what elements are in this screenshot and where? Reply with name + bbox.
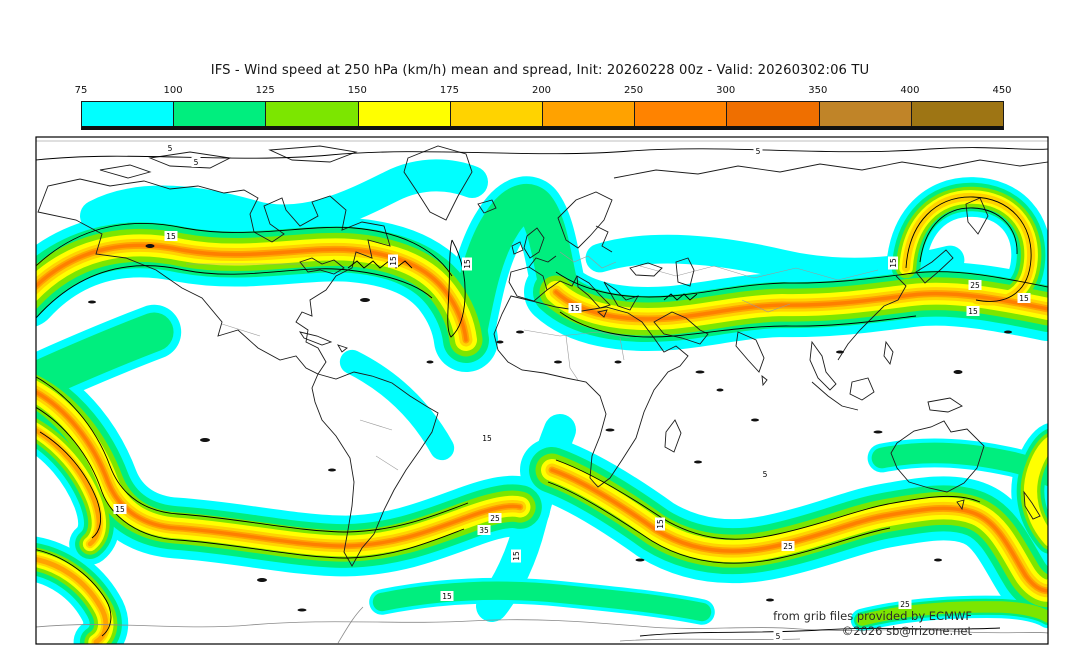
svg-text:25: 25 (490, 514, 500, 523)
jet-band-tasman-edge-band (1023, 437, 1048, 547)
colorbar-segment (266, 102, 359, 126)
svg-text:15: 15 (656, 519, 665, 529)
jet-band-southern-ocean-cyan (372, 581, 712, 622)
svg-text:5: 5 (776, 632, 781, 641)
attribution-source: from grib files provided by ECMWF (773, 609, 972, 623)
attribution-copyright: ©2026 sb@irizone.net (841, 624, 972, 638)
svg-text:15: 15 (968, 307, 978, 316)
colorbar-tick: 250 (624, 85, 644, 96)
colorbar-tick: 450 (992, 85, 1012, 96)
colorbar-tick: 200 (531, 85, 552, 96)
contour-label: 15 (113, 504, 127, 514)
contour-label: 15 (462, 257, 472, 271)
svg-text:15: 15 (889, 258, 898, 268)
contour-label: 15 (888, 256, 898, 270)
jet-band-hairpin-inner-arm (36, 428, 102, 547)
svg-text:5: 5 (763, 470, 768, 479)
colorbar-segment (819, 102, 912, 126)
contour-label: 35 (477, 525, 491, 535)
colorbar-segment (82, 102, 175, 126)
jet-band-mid-atlantic-cyan (339, 349, 455, 461)
svg-text:15: 15 (482, 434, 492, 443)
jet-band-eurasia-jet (554, 290, 1048, 321)
wind-speed-bands (36, 159, 1048, 644)
colorbar (81, 101, 1004, 130)
contour-label: 15 (568, 303, 582, 313)
svg-text:5: 5 (168, 144, 173, 153)
svg-text:25: 25 (970, 281, 980, 290)
colorbar-tick: 350 (808, 85, 828, 96)
contour-label: 5 (191, 157, 201, 167)
colorbar-tick: 150 (347, 85, 367, 96)
colorbar-tick: 75 (74, 85, 88, 96)
colorbar-segment (635, 102, 728, 126)
jet-band-south-pacific-hairpin (36, 390, 522, 548)
svg-text:25: 25 (900, 600, 910, 609)
svg-text:15: 15 (1019, 294, 1029, 303)
svg-text:5: 5 (756, 147, 761, 156)
colorbar-tick: 300 (716, 85, 736, 96)
spread-contours (36, 147, 1048, 637)
contour-label: 15 (966, 306, 980, 316)
jet-band-atlantic-spike (446, 184, 578, 360)
contour-label: 15 (440, 591, 454, 601)
svg-text:15: 15 (512, 551, 521, 561)
contour-label: 15 (1017, 293, 1031, 303)
contour-specks (88, 244, 1012, 612)
colorbar-segment (543, 102, 636, 126)
contour-label: 15 (480, 433, 494, 443)
svg-text:25: 25 (783, 542, 793, 551)
svg-text:35: 35 (479, 526, 489, 535)
contour-label: 5 (773, 631, 783, 641)
colorbar-tick: 100 (163, 85, 183, 96)
contour-label: 5 (753, 146, 763, 156)
jet-band-sw-corner-band (36, 557, 109, 644)
svg-text:15: 15 (166, 232, 176, 241)
colorbar-segment (911, 102, 1004, 126)
map-frame (35, 136, 1049, 645)
colorbar-segment (727, 102, 820, 126)
contour-label: 25 (488, 513, 502, 523)
svg-text:15: 15 (389, 256, 398, 266)
chart-title: IFS - Wind speed at 250 hPa (km/h) mean … (210, 63, 870, 78)
colorbar-tick: 125 (255, 85, 275, 96)
contour-label: 25 (898, 599, 912, 609)
svg-text:15: 15 (442, 592, 452, 601)
contour-label: 15 (164, 231, 178, 241)
svg-text:15: 15 (463, 259, 472, 269)
jet-band-se-corner-cyan (856, 601, 1048, 626)
contour-label: 5 (760, 469, 770, 479)
colorbar-tick: 400 (900, 85, 920, 96)
colorbar-segment (174, 102, 267, 126)
colorbar-ticks: 75 100 125 150 175 200 250 300 350 400 450 (75, 85, 1012, 97)
contour-label: 15 (655, 517, 665, 531)
contour-label: 5 (165, 143, 175, 153)
colorbar-tick: 175 (439, 85, 459, 96)
jet-band-arctic-cyan (80, 159, 488, 237)
coastlines (37, 145, 1048, 567)
svg-text:15: 15 (570, 304, 580, 313)
svg-text:15: 15 (115, 505, 125, 514)
colorbar-segment (450, 102, 544, 126)
jet-band-north-america-jet (36, 243, 468, 342)
contour-label: 25 (968, 280, 982, 290)
contour-label: 15 (388, 254, 398, 268)
svg-text:5: 5 (194, 158, 199, 167)
country-borders (186, 251, 879, 471)
contour-label: 25 (781, 541, 795, 551)
colorbar-segment (358, 102, 451, 126)
contour-label: 15 (511, 549, 521, 563)
